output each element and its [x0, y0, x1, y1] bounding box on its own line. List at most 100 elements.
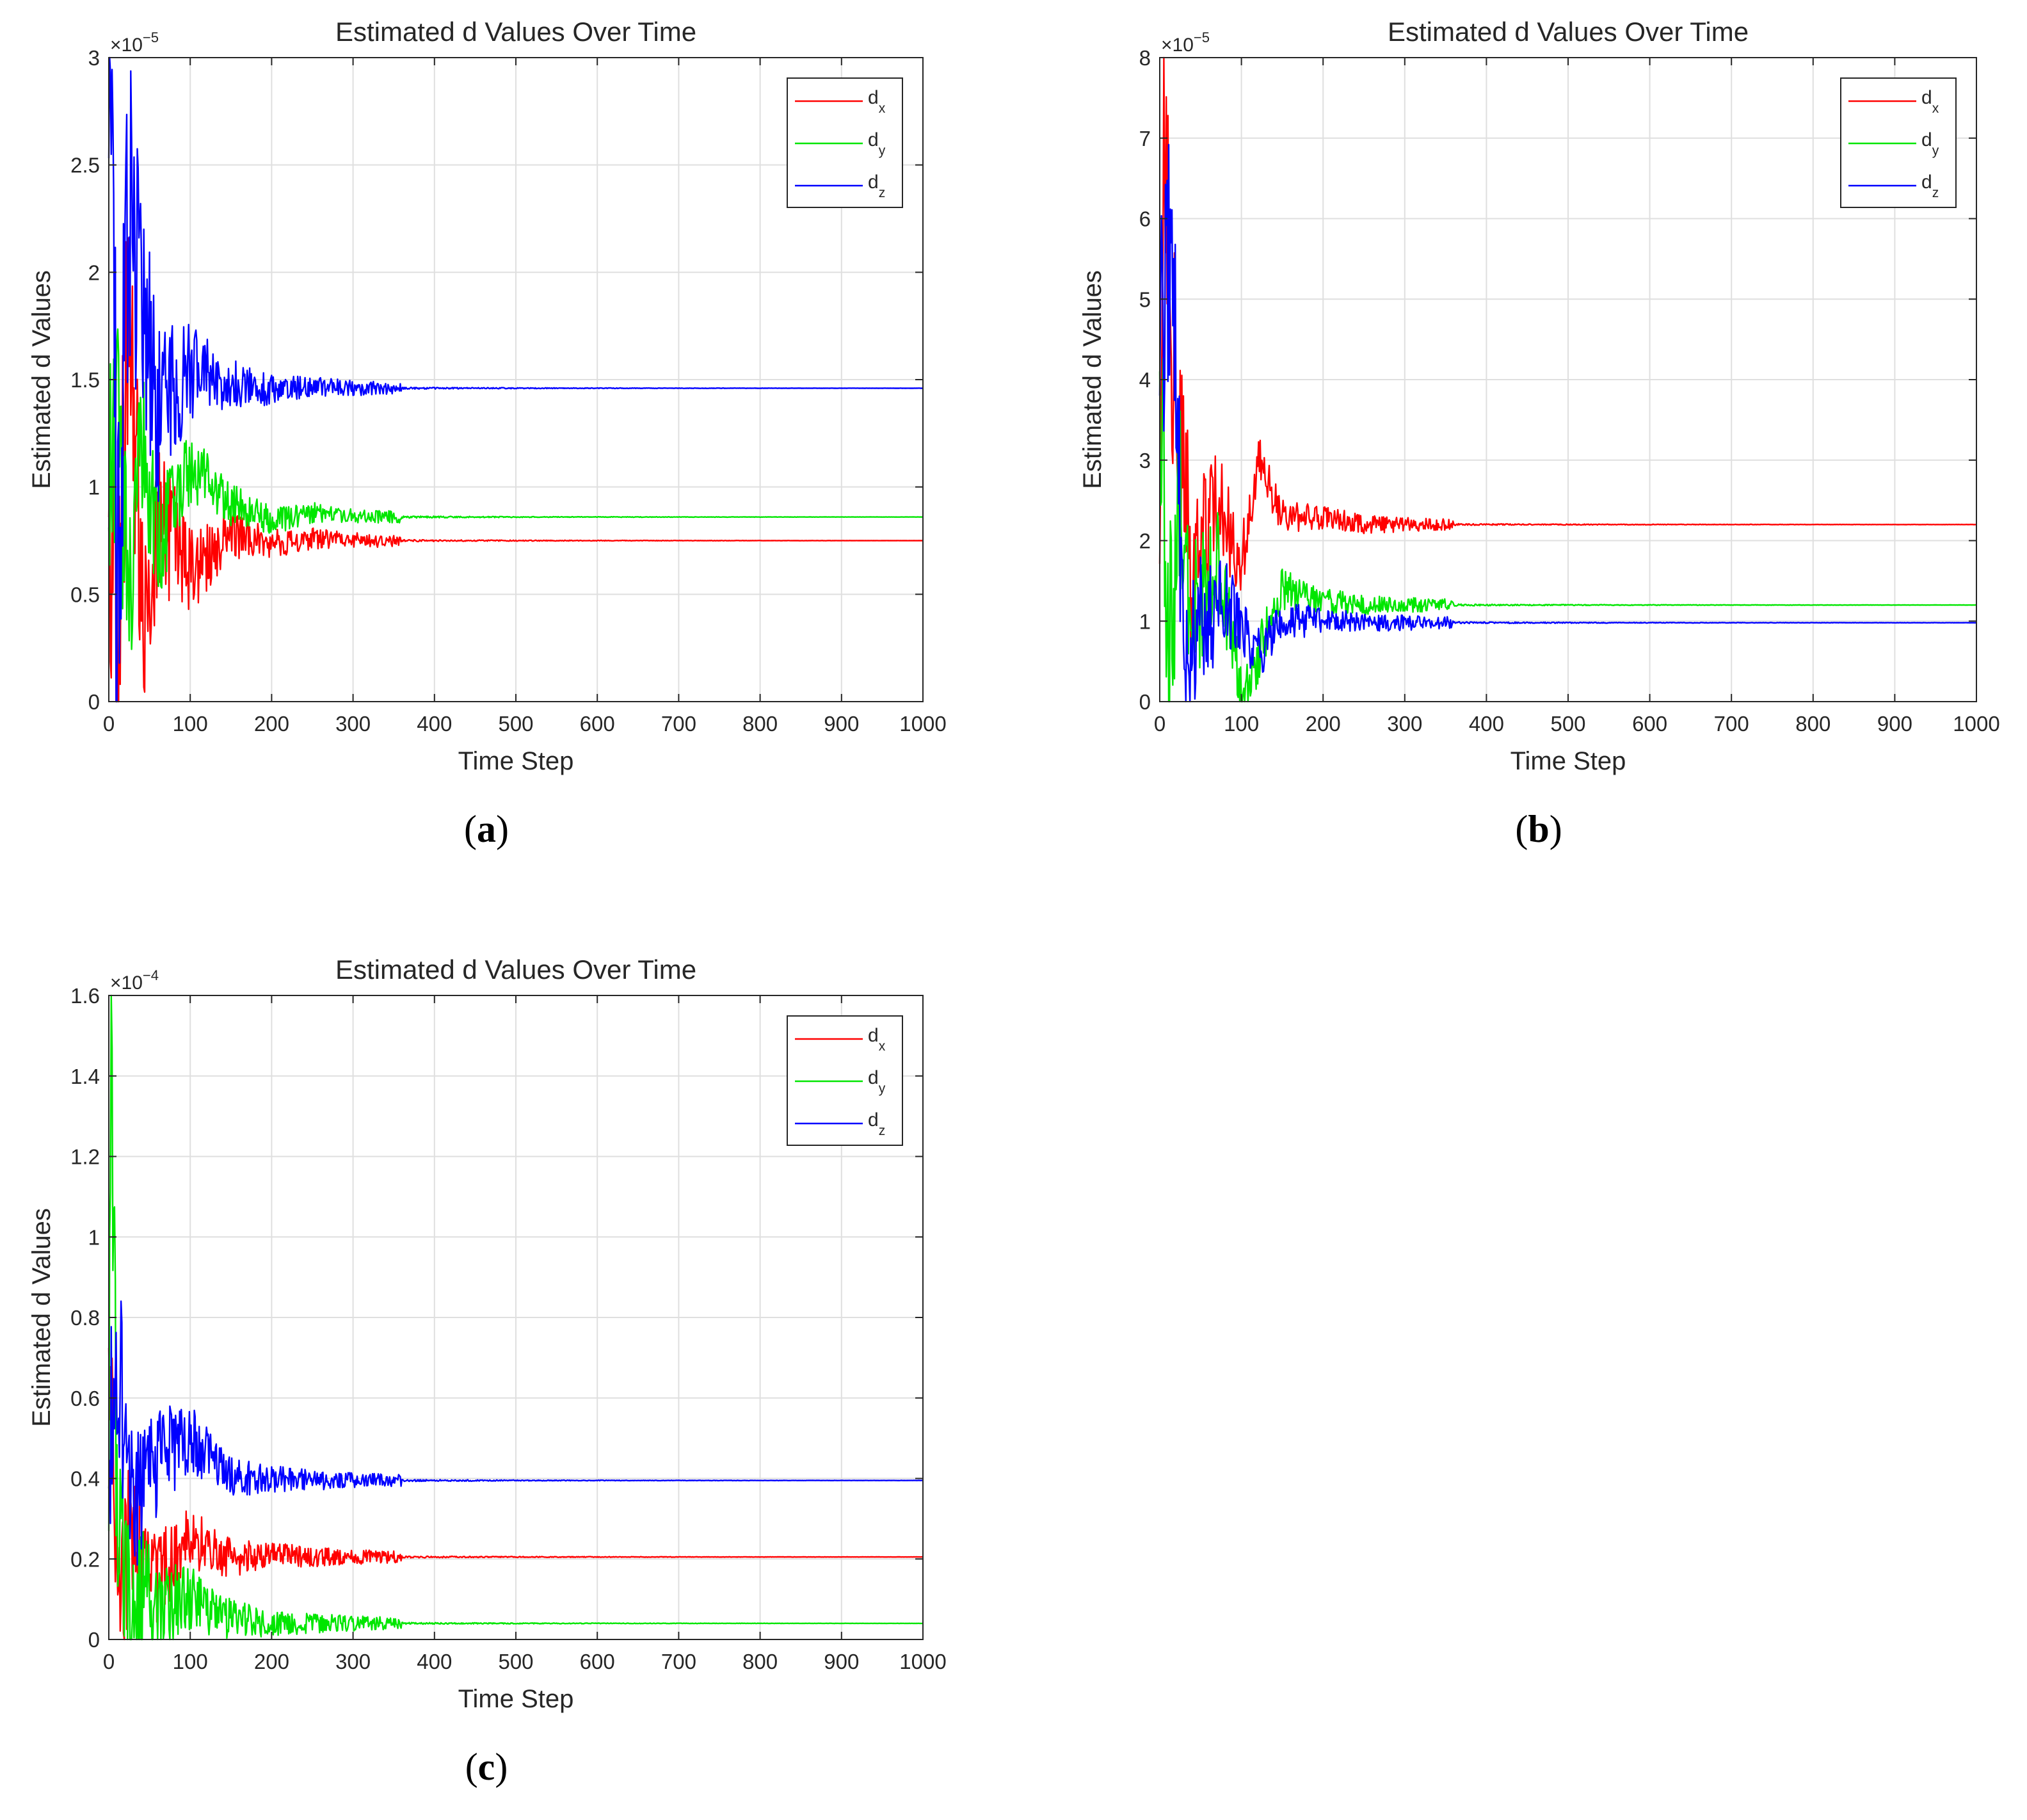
x-tick-label: 800: [1795, 712, 1831, 736]
x-tick-label: 400: [1469, 712, 1504, 736]
subfigure-label: (c): [465, 1746, 508, 1788]
x-tick-label: 800: [742, 712, 778, 736]
legend-label-base: d: [868, 129, 879, 150]
y-tick-label: 0.5: [70, 583, 100, 606]
legend-label-subscript: x: [879, 1039, 886, 1054]
x-tick-label: 800: [742, 1650, 778, 1673]
axis-multiplier-exponent: −5: [143, 29, 159, 45]
series-line-dy: [108, 994, 923, 1641]
x-tick-label: 500: [498, 1650, 533, 1673]
y-tick-label: 2: [88, 261, 100, 284]
x-axis-label: Time Step: [458, 747, 574, 775]
y-axis-label: Estimated d Values: [1078, 270, 1107, 489]
x-tick-label: 900: [824, 1650, 859, 1673]
x-tick-label: 1000: [1953, 712, 1999, 736]
x-tick-label: 500: [1550, 712, 1585, 736]
subfigure-label-close: ): [495, 1746, 508, 1788]
legend-label-subscript: z: [879, 1123, 886, 1138]
series-line-dy: [1158, 358, 1977, 703]
legend-label-base: d: [868, 1067, 879, 1088]
series-line-dx: [1158, 56, 1976, 652]
x-tick-label: 300: [335, 712, 371, 736]
x-tick-label: 1000: [899, 712, 946, 736]
x-axis-label: Time Step: [1510, 747, 1626, 775]
y-tick-label: 6: [1139, 207, 1151, 231]
y-tick-label: 1: [1139, 609, 1151, 633]
axis-multiplier: ×10−5: [1161, 29, 1210, 56]
x-tick-label: 700: [1714, 712, 1749, 736]
y-tick-label: 0: [88, 690, 100, 714]
subfigure-label-letter: a: [477, 808, 496, 850]
x-tick-label: 0: [103, 712, 115, 736]
axis-multiplier-base: ×10: [110, 35, 143, 56]
x-tick-label: 200: [254, 1650, 289, 1673]
series-line-dy: [108, 328, 923, 650]
y-tick-label: 1.2: [70, 1145, 100, 1169]
subfigure-label-letter: c: [478, 1746, 495, 1788]
legend-label-dx: dx: [868, 87, 886, 116]
chart-title: Estimated d Values Over Time: [335, 17, 696, 47]
series-line-dz: [108, 56, 923, 703]
chart-panel-a: 0 100 200 300 400 500 600 700 800 900 1000 0 0.5 1 1.5…: [28, 17, 947, 850]
x-tick-label: 0: [1154, 712, 1166, 736]
x-tick-label: 400: [417, 712, 452, 736]
series-line-dx: [108, 237, 924, 703]
x-tick-label: 300: [335, 1650, 371, 1673]
subfigure-label-open: (: [464, 808, 477, 850]
y-tick-label: 3: [1139, 449, 1151, 472]
subfigure-label-open: (: [1515, 808, 1528, 850]
y-tick-label: 0: [1139, 690, 1151, 714]
legend-label-base: d: [868, 1025, 879, 1046]
chart-title: Estimated d Values Over Time: [335, 954, 696, 985]
x-tick-label: 500: [498, 712, 533, 736]
legend-label-dy: dy: [868, 1067, 886, 1096]
legend-label-dx: dx: [868, 1025, 886, 1054]
legend-label-subscript: z: [1932, 186, 1939, 200]
subfigure-label-close: ): [1550, 808, 1562, 850]
y-tick-label: 0.2: [70, 1547, 100, 1571]
x-tick-label: 0: [103, 1650, 115, 1673]
x-tick-label: 400: [417, 1650, 452, 1673]
legend-label-base: d: [1921, 172, 1932, 193]
x-tick-label: 100: [173, 1650, 208, 1673]
legend-label-subscript: y: [879, 1081, 886, 1096]
legend-label-dx: dx: [1921, 87, 1939, 116]
axis-multiplier-base: ×10: [1161, 35, 1194, 56]
y-tick-label: 0.8: [70, 1306, 100, 1330]
y-tick-label: 0.4: [70, 1467, 100, 1491]
y-tick-label: 5: [1139, 287, 1151, 311]
y-tick-label: 4: [1139, 368, 1151, 392]
subfigure-label: (b): [1515, 808, 1562, 850]
y-tick-label: 0: [88, 1628, 100, 1652]
legend-label-dz: dz: [868, 1109, 885, 1138]
x-tick-label: 900: [1877, 712, 1912, 736]
series-line-dx: [108, 1348, 923, 1641]
subfigure-label-letter: b: [1528, 808, 1549, 850]
chart-panel-c: 0 100 200 300 400 500 600 700 800 900 1000 0 0.2 0.4 0…: [28, 954, 947, 1788]
legend-label-dz: dz: [1921, 172, 1939, 200]
y-tick-label: 1: [88, 476, 100, 499]
x-tick-label: 700: [661, 712, 696, 736]
legend-label-subscript: x: [1932, 101, 1939, 116]
legend-label-base: d: [1921, 129, 1932, 150]
y-tick-label: 7: [1139, 127, 1151, 150]
legend-label-subscript: y: [879, 143, 886, 158]
y-tick-label: 1: [88, 1225, 100, 1249]
x-tick-label: 300: [1387, 712, 1422, 736]
legend-label-subscript: y: [1932, 143, 1939, 158]
x-tick-label: 600: [580, 712, 615, 736]
subfigure-label-open: (: [465, 1746, 478, 1788]
axis-multiplier: ×10−5: [110, 29, 159, 56]
x-axis-label: Time Step: [458, 1685, 574, 1713]
x-tick-label: 100: [1224, 712, 1259, 736]
axis-multiplier-exponent: −5: [1194, 29, 1210, 45]
x-tick-label: 100: [173, 712, 208, 736]
series-line-dz: [1158, 143, 1976, 703]
y-tick-label: 2: [1139, 529, 1151, 553]
legend-label-dz: dz: [868, 172, 885, 200]
legend-label-dy: dy: [868, 129, 886, 158]
x-tick-label: 900: [824, 712, 859, 736]
x-tick-label: 700: [661, 1650, 696, 1673]
legend-label-base: d: [1921, 87, 1932, 108]
